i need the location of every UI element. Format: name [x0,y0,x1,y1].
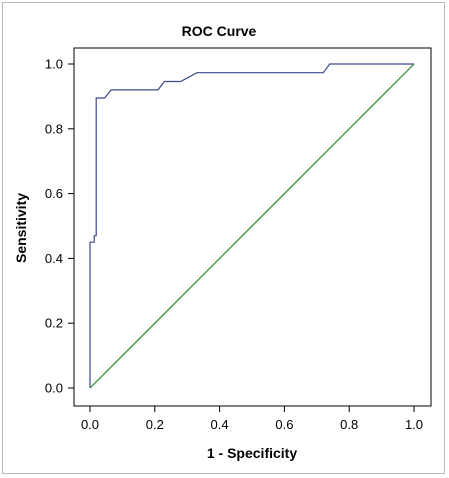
y-axis: 0.0 0.2 0.4 0.6 0.8 1.0 [45,57,74,396]
y-tick-label: 0.0 [45,381,63,396]
series-layer [89,63,415,389]
roc-curve-line [89,63,414,388]
y-tick-label: 0.6 [45,186,63,201]
y-tick-label: 0.2 [45,316,63,331]
x-tick-label: 0.0 [81,417,99,432]
x-axis-label: 1 - Specificity [207,445,297,461]
x-tick-label: 0.8 [340,417,358,432]
y-tick-label: 0.8 [45,121,63,136]
y-axis-label: Sensitivity [13,193,29,263]
reference-diagonal-line [89,63,415,389]
x-axis: 0.0 0.2 0.4 0.6 0.8 1.0 [81,406,423,432]
x-tick-label: 0.4 [211,417,229,432]
y-tick-label: 1.0 [45,57,63,72]
chart-title: ROC Curve [182,23,257,39]
x-tick-label: 1.0 [405,417,423,432]
x-tick-label: 0.6 [275,417,293,432]
plot-area [73,47,432,407]
chart-frame [2,2,445,474]
x-tick-label: 0.2 [146,417,164,432]
y-tick-label: 0.4 [45,251,63,266]
